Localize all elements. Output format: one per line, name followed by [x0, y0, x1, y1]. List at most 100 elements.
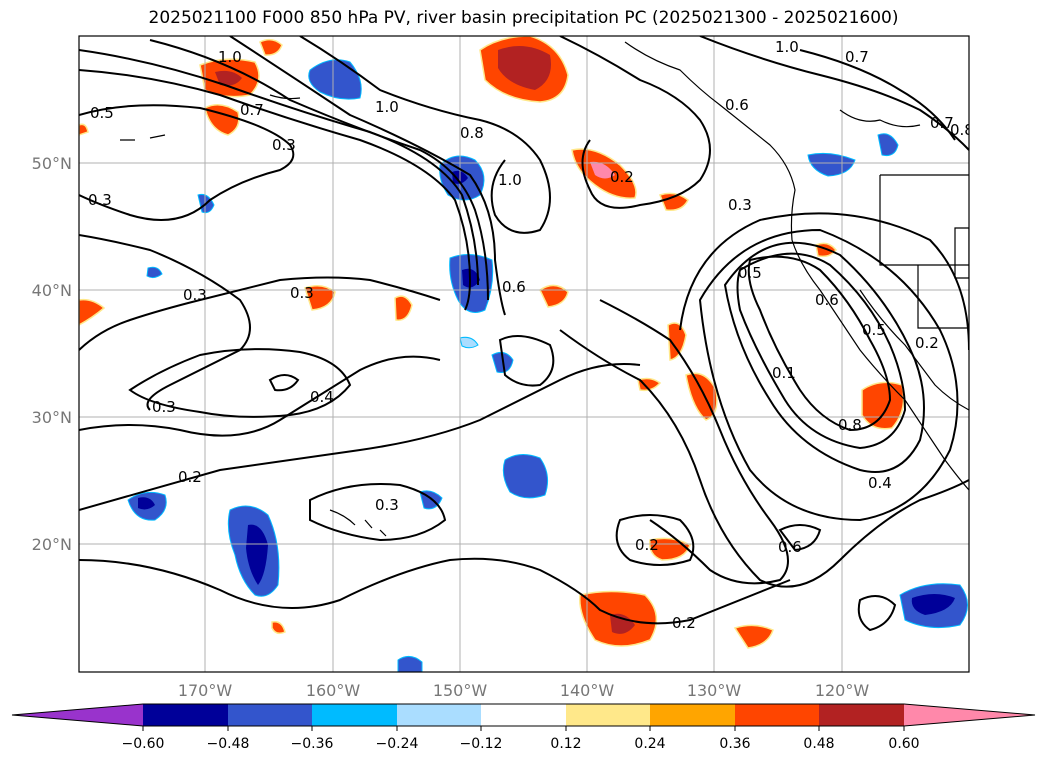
- colorbar-segment: [481, 704, 566, 726]
- precip-positive-blob: [259, 38, 283, 56]
- contour-labels: 1.0 0.5 0.7 0.3 1.0 0.8 1.0 0.6 0.7 0.8 …: [88, 38, 974, 632]
- precip-positive-core: [215, 70, 242, 86]
- lat-label-40n: 40°N: [32, 281, 72, 300]
- lat-label-20n: 20°N: [32, 535, 72, 554]
- colorbar-tick-label: −0.36: [291, 736, 334, 752]
- colorbar-left-extension: [12, 704, 143, 726]
- colorbar: −0.60 −0.48 −0.36 −0.24 −0.12 0.12 0.24 …: [11, 703, 1036, 752]
- contour-label: 0.2: [672, 614, 696, 632]
- colorbar-segment: [819, 704, 904, 726]
- map-title: 2025021100 F000 850 hPa PV, river basin …: [148, 8, 899, 28]
- colorbar-tick-label: 0.12: [550, 736, 581, 752]
- precip-negative-core: [246, 524, 268, 585]
- contour-label: 0.3: [88, 191, 112, 209]
- contour-label: 0.5: [738, 264, 762, 282]
- precip-positive-blob: [733, 624, 774, 649]
- precip-negative-blob: [397, 656, 423, 672]
- contour-label: 0.3: [272, 136, 296, 154]
- precip-fields: [79, 36, 968, 672]
- contour-label: 0.3: [728, 196, 752, 214]
- colorbar-segment: [312, 704, 397, 726]
- precip-positive-core: [590, 161, 615, 179]
- contour-label: 0.5: [862, 321, 886, 339]
- contour-label: 1.0: [775, 38, 799, 56]
- precip-positive-blob: [79, 298, 106, 326]
- precip-negative-blob: [877, 133, 899, 156]
- lat-label-50n: 50°N: [32, 154, 72, 173]
- lon-label-160w: 160°W: [306, 681, 361, 700]
- contour-label: 0.4: [868, 474, 892, 492]
- colorbar-tick-label: −0.24: [376, 736, 419, 752]
- lon-label-120w: 120°W: [815, 681, 870, 700]
- contour-label: 0.4: [310, 388, 334, 406]
- precip-positive-blob: [667, 322, 687, 361]
- contour-label: 0.2: [178, 468, 202, 486]
- precip-negative-core: [462, 268, 480, 288]
- precip-negative-blob: [459, 336, 479, 349]
- lon-label-150w: 150°W: [433, 681, 488, 700]
- contour-label: 0.3: [375, 496, 399, 514]
- contour-label: 1.0: [375, 98, 399, 116]
- contour-label: 0.7: [930, 114, 954, 132]
- latitude-labels: 50°N 40°N 30°N 20°N: [32, 154, 72, 554]
- colorbar-tick-label: 0.48: [803, 736, 834, 752]
- contour-label: 1.0: [218, 48, 242, 66]
- map-panel: [79, 36, 969, 672]
- map-frame: [78, 35, 970, 673]
- colorbar-segment: [566, 704, 650, 726]
- pv-contours: [79, 36, 969, 632]
- contour-label: 0.6: [725, 96, 749, 114]
- precip-negative-core: [911, 594, 955, 615]
- contour-label: 0.7: [845, 48, 869, 66]
- coastlines: [120, 41, 969, 537]
- colorbar-tick-label: 0.24: [634, 736, 665, 752]
- colorbar-segment: [228, 704, 312, 726]
- precip-positive-blob: [304, 285, 336, 311]
- contour-label: 1.0: [498, 171, 522, 189]
- colorbar-tick-label: 0.60: [888, 736, 919, 752]
- longitude-labels: 170°W 160°W 150°W 140°W 130°W 120°W: [178, 681, 870, 700]
- precip-positive-blob: [394, 295, 413, 321]
- precip-negative-blob: [807, 152, 856, 177]
- lon-label-170w: 170°W: [178, 681, 233, 700]
- precip-positive-core: [498, 46, 551, 90]
- contour-label: 0.2: [610, 168, 634, 186]
- lon-label-130w: 130°W: [687, 681, 742, 700]
- precip-positive-blob: [659, 192, 689, 212]
- precip-negative-blob: [502, 454, 549, 499]
- precip-negative-blob: [146, 266, 163, 279]
- precip-positive-blob: [637, 377, 662, 392]
- lat-label-30n: 30°N: [32, 408, 72, 427]
- contour-label: 0.2: [635, 536, 659, 554]
- colorbar-segment: [143, 704, 228, 726]
- contour-label: 0.2: [915, 334, 939, 352]
- precip-negative-core: [138, 497, 155, 510]
- colorbar-segment: [650, 704, 735, 726]
- colorbar-tick-label: −0.48: [207, 736, 250, 752]
- colorbar-tick-label: −0.12: [460, 736, 503, 752]
- contour-label: 0.8: [460, 124, 484, 142]
- precip-positive-core: [610, 613, 635, 634]
- contour-label: 0.3: [152, 398, 176, 416]
- contour-label: 0.7: [240, 101, 264, 119]
- contour-label: 0.5: [90, 104, 114, 122]
- contour-label: 0.8: [838, 416, 862, 434]
- lon-label-140w: 140°W: [560, 681, 615, 700]
- precip-positive-blob: [539, 284, 569, 308]
- contour-label: 0.3: [183, 286, 207, 304]
- contour-label: 0.6: [815, 291, 839, 309]
- contour-label: 0.1: [772, 364, 796, 382]
- precip-positive-blob: [685, 372, 718, 421]
- contour-label: 0.3: [290, 284, 314, 302]
- contour-label: 0.6: [778, 538, 802, 556]
- precip-positive-blob: [79, 123, 89, 136]
- precip-positive-blob: [861, 381, 905, 430]
- colorbar-segment: [735, 704, 819, 726]
- colorbar-segment: [397, 704, 481, 726]
- contour-label: 0.8: [950, 121, 974, 139]
- colorbar-right-extension: [904, 704, 1035, 726]
- contour-label: 0.6: [502, 278, 526, 296]
- precip-positive-blob: [271, 620, 286, 635]
- colorbar-tick-label: −0.60: [122, 736, 165, 752]
